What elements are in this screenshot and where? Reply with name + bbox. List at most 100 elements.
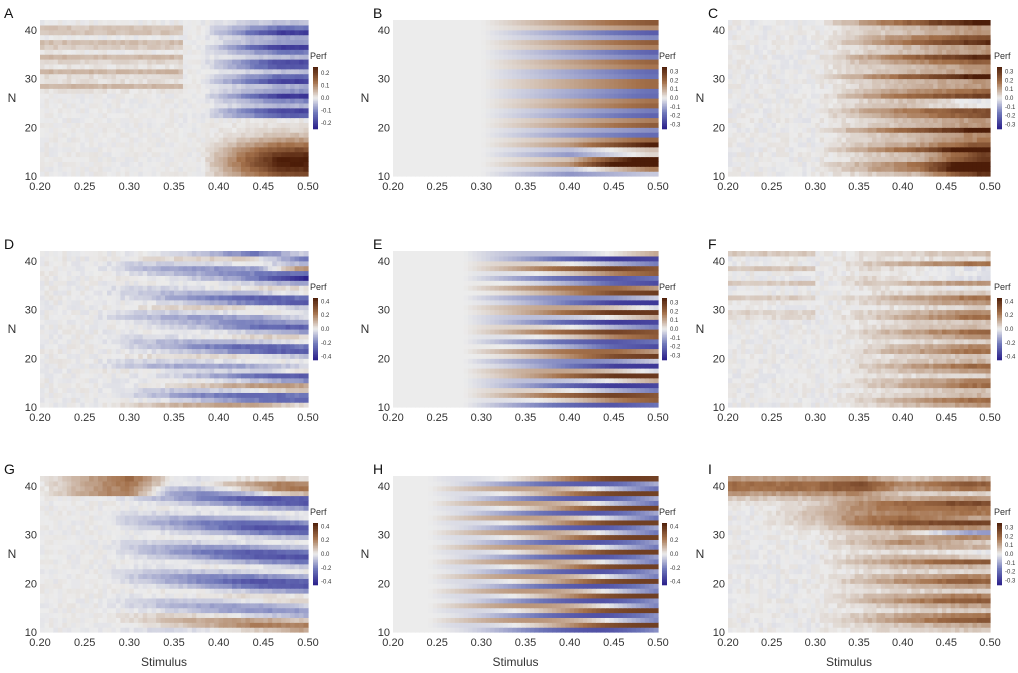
- heatmap-cell: [151, 73, 157, 80]
- heatmap-cell: [111, 83, 117, 89]
- heatmap-cell: [209, 29, 215, 36]
- heatmap-cell: [40, 166, 46, 172]
- heatmap-cell: [832, 151, 838, 158]
- heatmap-cell: [423, 20, 429, 26]
- heatmap-cell: [151, 141, 157, 148]
- heatmap-cell: [290, 39, 296, 45]
- heatmap-cell: [454, 39, 460, 45]
- heatmap-cell: [485, 29, 491, 36]
- heatmap-cell: [806, 93, 812, 99]
- heatmap-cell: [254, 137, 260, 143]
- heatmap-cell: [401, 68, 407, 75]
- heatmap-cell: [40, 63, 46, 70]
- heatmap-cell: [941, 151, 947, 158]
- heatmap-cell: [653, 88, 659, 94]
- heatmap-cell: [622, 137, 628, 143]
- heatmap-cell: [622, 34, 628, 41]
- heatmap-cell: [490, 78, 496, 84]
- heatmap-cell: [48, 132, 54, 138]
- heatmap-cell: [959, 161, 965, 167]
- heatmap-cell: [780, 98, 786, 104]
- heatmap-cell: [529, 98, 535, 104]
- heatmap-cell: [463, 137, 469, 143]
- heatmap-cell: [276, 98, 282, 104]
- heatmap-cell: [174, 156, 180, 162]
- heatmap-cell: [124, 73, 130, 80]
- heatmap-cell: [98, 78, 104, 84]
- colorbar-segment: [313, 96, 318, 99]
- heatmap-cell: [393, 39, 399, 45]
- heatmap-cell: [276, 117, 282, 123]
- heatmap-cell: [111, 73, 117, 80]
- heatmap-cell: [789, 171, 795, 177]
- heatmap-cell: [521, 141, 527, 148]
- heatmap-cell: [902, 156, 908, 162]
- heatmap-cell: [872, 146, 878, 153]
- heatmap-cell: [182, 34, 188, 41]
- heatmap-cell: [196, 93, 202, 99]
- heatmap-cell: [600, 68, 606, 75]
- heatmap-cell: [80, 29, 86, 36]
- heatmap-cell: [547, 68, 553, 75]
- heatmap-cell: [165, 63, 171, 70]
- heatmap-cell: [57, 146, 63, 153]
- heatmap-cell: [771, 171, 777, 177]
- heatmap-cell: [591, 117, 597, 123]
- heatmap-cell: [437, 141, 443, 148]
- heatmap-cell: [57, 166, 63, 172]
- heatmap-cell: [627, 39, 633, 45]
- heatmap-cell: [209, 73, 215, 80]
- heatmap-cell: [762, 102, 768, 109]
- heatmap-cell: [281, 63, 287, 70]
- heatmap-cell: [245, 156, 251, 162]
- heatmap-cell: [303, 59, 309, 65]
- heatmap-cell: [209, 34, 215, 41]
- heatmap-cell: [454, 127, 460, 133]
- heatmap-cell: [446, 98, 452, 104]
- heatmap-cell: [415, 127, 421, 133]
- colorbar-segment: [313, 80, 318, 83]
- heatmap-cell: [941, 137, 947, 143]
- heatmap-cell: [924, 127, 930, 133]
- heatmap-cell: [582, 34, 588, 41]
- heatmap-cell: [115, 132, 121, 138]
- heatmap-cell: [187, 73, 193, 80]
- heatmap-cell: [468, 102, 474, 109]
- heatmap-cell: [754, 127, 760, 133]
- colorbar-segment: [313, 99, 318, 102]
- heatmap-cell: [223, 102, 229, 109]
- heatmap-cell: [111, 59, 117, 65]
- heatmap-cell: [178, 107, 184, 114]
- heatmap-cell: [981, 102, 987, 109]
- heatmap-cell: [880, 132, 886, 138]
- heatmap-cell: [57, 68, 63, 75]
- heatmap-cell: [762, 161, 768, 167]
- heatmap-cell: [249, 59, 255, 65]
- heatmap-cell: [111, 117, 117, 123]
- heatmap-cell: [762, 171, 768, 177]
- heatmap-cell: [200, 73, 206, 80]
- heatmap-cell: [976, 98, 982, 104]
- heatmap-cell: [525, 63, 531, 70]
- heatmap-cell: [968, 127, 974, 133]
- heatmap-cell: [928, 107, 934, 114]
- heatmap-cell: [481, 59, 487, 65]
- heatmap-cell: [596, 59, 602, 65]
- heatmap-cell: [941, 127, 947, 133]
- heatmap-cell: [828, 166, 834, 172]
- heatmap-cell: [299, 156, 305, 162]
- heatmap-cell: [622, 146, 628, 153]
- heatmap-cell: [160, 161, 166, 167]
- heatmap-cell: [609, 68, 615, 75]
- heatmap-cell: [178, 161, 184, 167]
- heatmap-cell: [53, 34, 59, 41]
- heatmap-cell: [75, 117, 81, 123]
- heatmap-cell: [223, 166, 229, 172]
- heatmap-cell: [191, 127, 197, 133]
- heatmap-cell: [472, 137, 478, 143]
- heatmap-cell: [898, 127, 904, 133]
- heatmap-cell: [205, 68, 211, 75]
- heatmap-cell: [454, 78, 460, 84]
- heatmap-cell: [169, 156, 175, 162]
- heatmap-cell: [640, 73, 646, 80]
